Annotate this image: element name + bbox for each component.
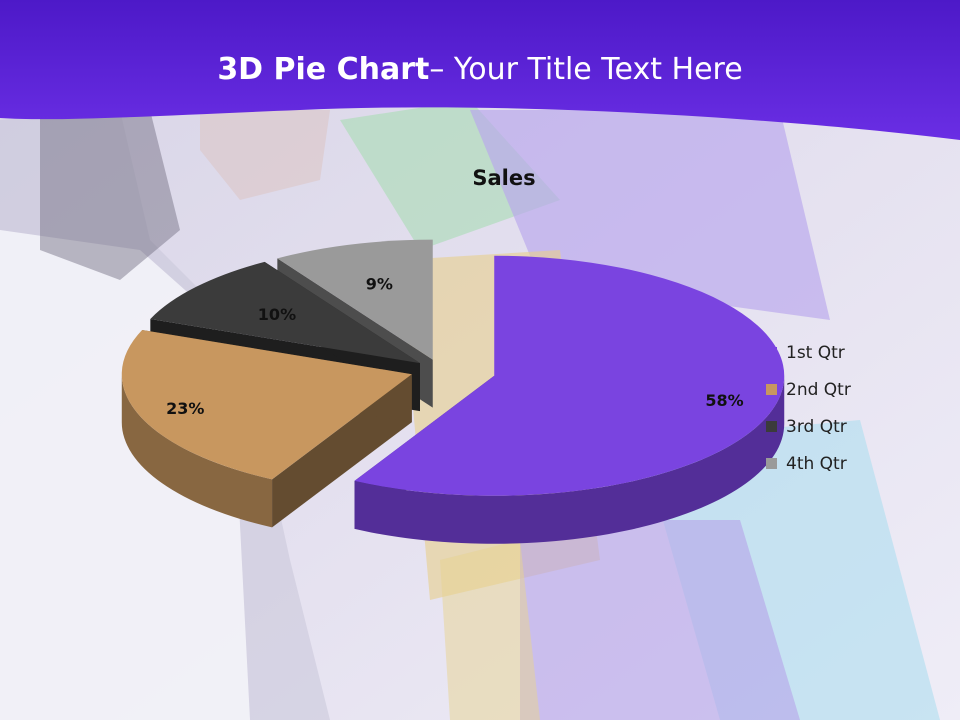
slide-title-bold: 3D Pie Chart [217, 52, 430, 87]
legend-label-1st-qtr: 1st Qtr [786, 342, 845, 363]
slide-title: 3D Pie Chart– Your Title Text Here [0, 48, 960, 92]
legend-swatch-4th-qtr [766, 458, 777, 469]
pie-top-2nd-qtr [121, 330, 412, 480]
legend-item-2nd-qtr: 2nd Qtr [766, 371, 851, 408]
title-banner [0, 0, 960, 140]
legend-item-1st-qtr: 1st Qtr [766, 334, 851, 371]
chart-title: Sales [472, 166, 536, 190]
pie-slice-1st-qtr [354, 255, 785, 544]
data-label-3rd-qtr: 10% [258, 305, 296, 324]
legend-swatch-3rd-qtr [766, 421, 777, 432]
pie-top-1st-qtr [354, 255, 785, 496]
legend-label-4th-qtr: 4th Qtr [786, 453, 847, 474]
data-label-4th-qtr: 9% [366, 275, 393, 294]
data-label-2nd-qtr: 23% [166, 399, 204, 418]
slide-title-rest: – Your Title Text Here [429, 52, 743, 87]
legend-item-3rd-qtr: 3rd Qtr [766, 408, 851, 445]
pie-slice-2nd-qtr [121, 330, 412, 528]
legend-label-3rd-qtr: 3rd Qtr [786, 416, 847, 437]
data-label-1st-qtr: 58% [705, 391, 743, 410]
pie-side-2nd-qtr [121, 374, 273, 528]
legend-swatch-1st-qtr [766, 347, 777, 358]
pie-side-1st-qtr [354, 375, 785, 544]
legend-swatch-2nd-qtr [766, 384, 777, 395]
chart-legend: 1st Qtr 2nd Qtr 3rd Qtr 4th Qtr [766, 334, 851, 482]
legend-label-2nd-qtr: 2nd Qtr [786, 379, 851, 400]
pie-top-3rd-qtr [150, 261, 420, 364]
pie-top-4th-qtr [277, 239, 433, 360]
legend-item-4th-qtr: 4th Qtr [766, 445, 851, 482]
